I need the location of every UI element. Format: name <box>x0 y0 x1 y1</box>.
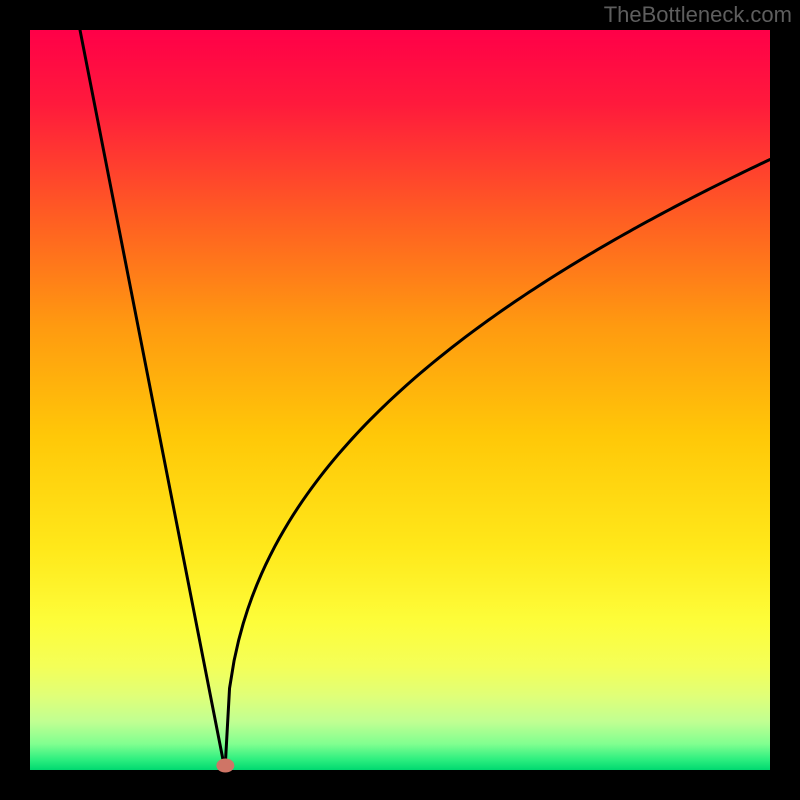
minimum-marker <box>216 759 234 773</box>
watermark-text: TheBottleneck.com <box>604 2 792 28</box>
plot-background <box>30 30 770 770</box>
chart-container: TheBottleneck.com <box>0 0 800 800</box>
bottleneck-chart <box>0 0 800 800</box>
